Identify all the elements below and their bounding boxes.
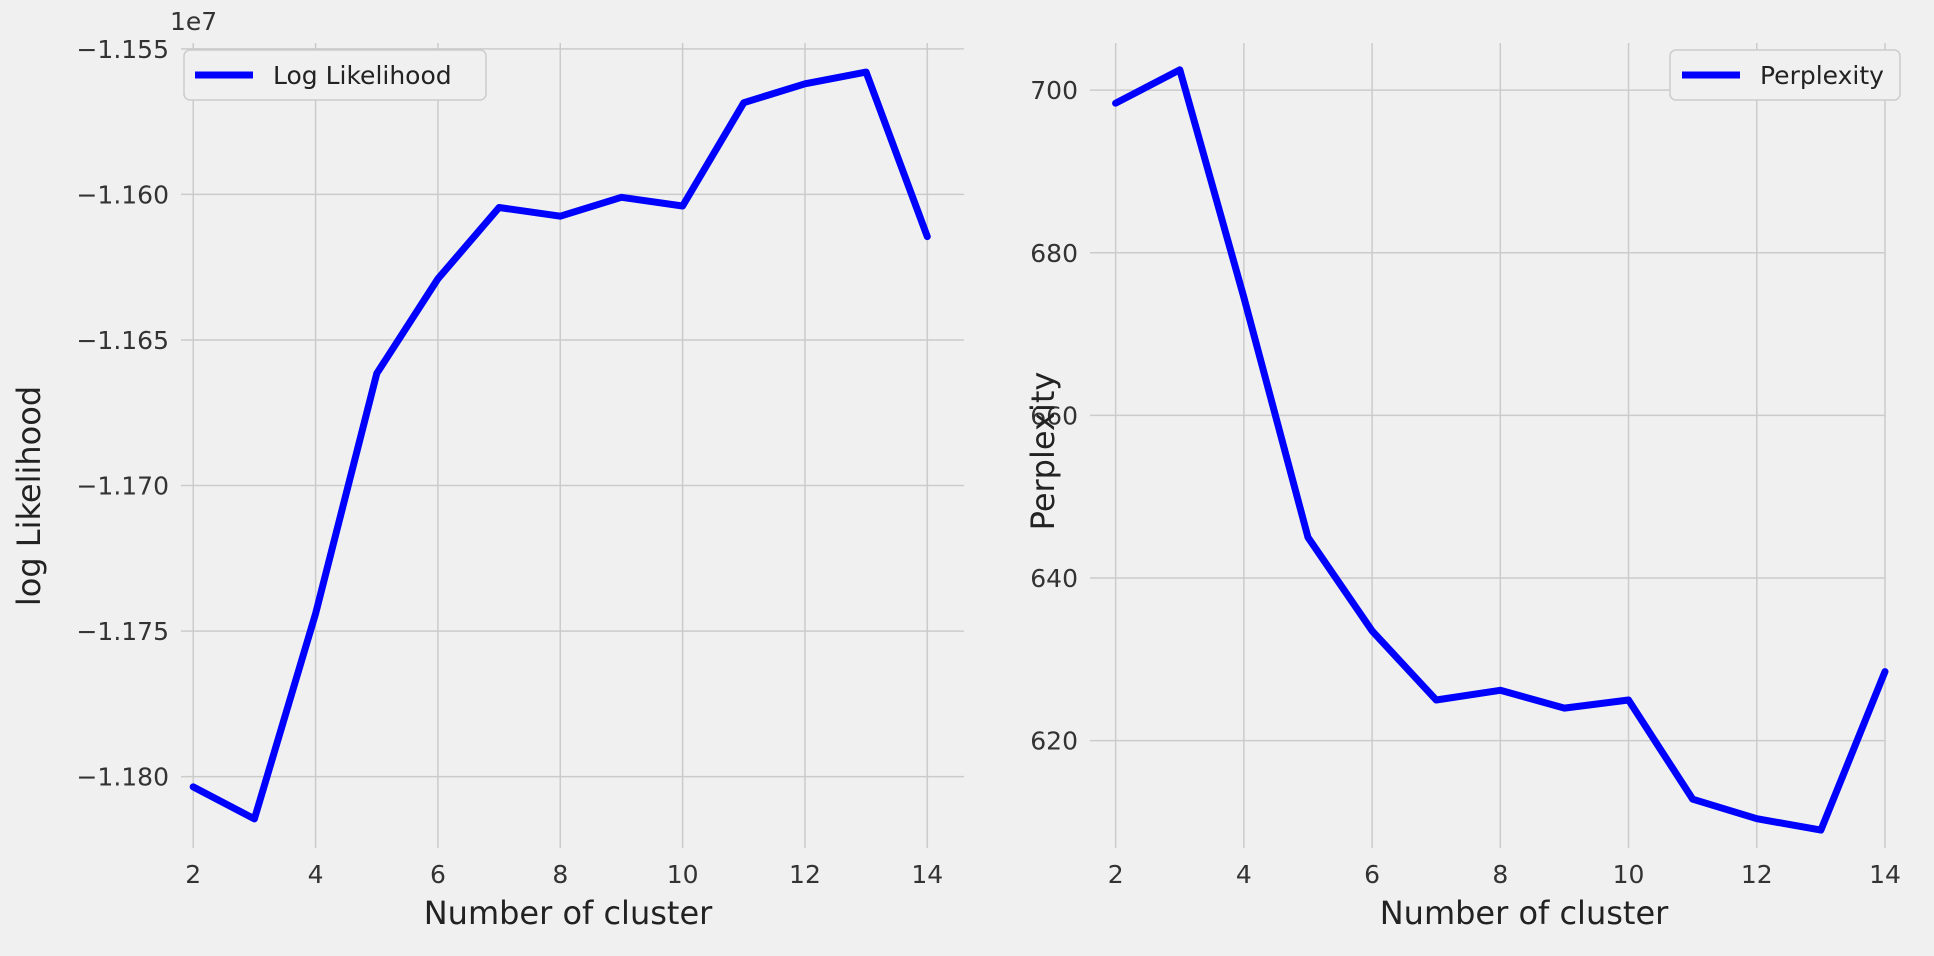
- right-legend-box: [1669, 49, 1901, 101]
- left-gridlines: [181, 43, 964, 848]
- left-ytick-label: −1.180: [76, 763, 169, 792]
- left-ytick-label: −1.155: [76, 35, 169, 64]
- right-xtick-label: 14: [1869, 860, 1901, 889]
- left-xtick-label: 14: [911, 860, 943, 889]
- left-xtick-label: 8: [552, 860, 568, 889]
- right-plot-area: [1090, 43, 1885, 848]
- left-ytick-label: −1.170: [76, 472, 169, 501]
- left-xlabel: Number of cluster: [424, 894, 713, 932]
- right-ytick-label: 620: [1030, 727, 1078, 756]
- right-ytick-label: 640: [1030, 564, 1078, 593]
- left-legend-box: [183, 49, 487, 101]
- right-xtick-label: 2: [1108, 860, 1124, 889]
- right-ylabel: Perplexity: [1024, 372, 1062, 531]
- right-y-ticks: 620 640 660 680 700: [1030, 76, 1078, 756]
- left-xtick-label: 2: [185, 860, 201, 889]
- left-ylabel: log Likelihood: [10, 386, 48, 606]
- right-ytick-label: 680: [1030, 239, 1078, 268]
- right-series-line: [1112, 66, 1889, 834]
- left-series-line: [189, 68, 931, 823]
- left-y-ticks: −1.180 −1.175 −1.170 −1.165 −1.160 −1.155: [76, 35, 169, 792]
- right-xtick-label: 10: [1613, 860, 1645, 889]
- right-xtick-label: 8: [1492, 860, 1508, 889]
- right-chart-panel: 620 640 660 680 700 2 4 6 8 10 12 14 Perplexity Nu…: [1024, 43, 1901, 932]
- right-x-ticks: 2 4 6 8 10 12 14: [1108, 860, 1901, 889]
- left-x-ticks: 2 4 6 8 10 12 14: [185, 860, 943, 889]
- right-legend: Perplexity: [1669, 49, 1901, 101]
- right-xtick-label: 4: [1236, 860, 1252, 889]
- left-chart-panel: −1.180 −1.175 −1.170 −1.165 −1.160 −1.155 2 4 6…: [10, 7, 964, 932]
- right-xtick-label: 12: [1741, 860, 1773, 889]
- left-xtick-label: 10: [667, 860, 699, 889]
- left-ytick-label: −1.165: [76, 326, 169, 355]
- left-plot-area: [181, 43, 964, 848]
- left-xtick-label: 6: [430, 860, 446, 889]
- left-xtick-label: 12: [789, 860, 821, 889]
- left-ytick-label: −1.160: [76, 180, 169, 209]
- right-legend-label: Perplexity: [1760, 61, 1884, 90]
- right-ytick-label: 660: [1030, 401, 1078, 430]
- right-ytick-label: 700: [1030, 76, 1078, 105]
- left-xtick-label: 4: [308, 860, 324, 889]
- right-gridlines: [1090, 43, 1886, 848]
- right-xtick-label: 6: [1364, 860, 1380, 889]
- left-ytick-label: −1.175: [76, 617, 169, 646]
- left-legend-label: Log Likelihood: [273, 61, 452, 90]
- right-xlabel: Number of cluster: [1380, 894, 1669, 932]
- left-legend: Log Likelihood: [183, 49, 487, 101]
- left-offset-label: 1e7: [170, 7, 217, 36]
